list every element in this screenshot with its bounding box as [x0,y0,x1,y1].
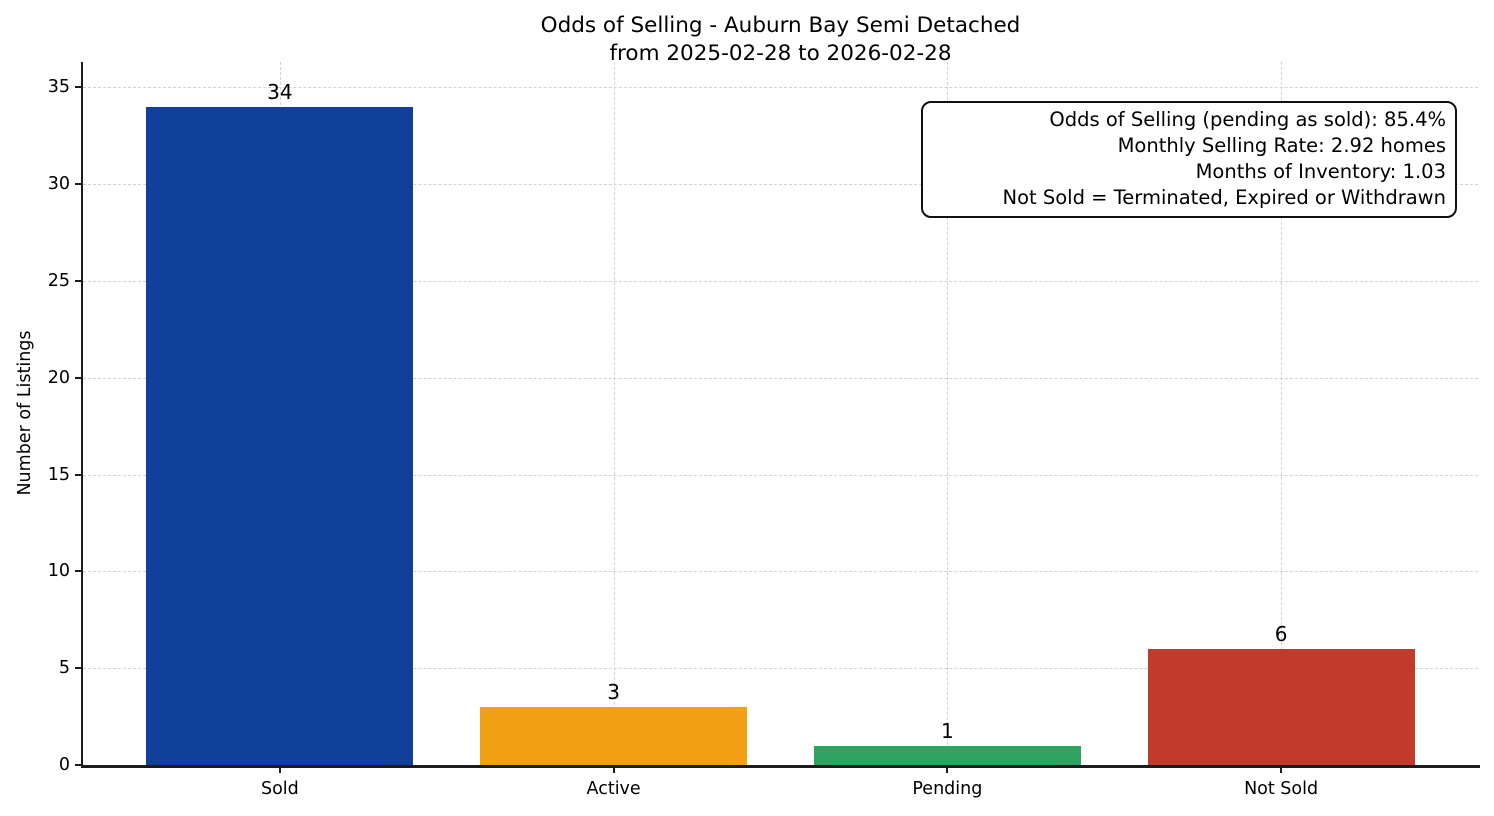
y-tick-label: 0 [58,755,70,775]
y-gridline [83,571,1478,573]
y-tick-label: 10 [47,561,70,582]
y-tick-label: 35 [47,77,70,98]
chart-title-line1: Odds of Selling - Auburn Bay Semi Detach… [540,13,1021,38]
bar-value-label: 34 [267,79,293,104]
y-tick-label: 25 [47,270,70,291]
y-gridline [83,474,1478,476]
bar-active [480,706,748,765]
x-tick-label: Pending [912,779,983,799]
y-gridline [83,280,1478,282]
y-tick-label: 15 [47,464,70,485]
y-tick-mark [75,570,83,573]
x-tick-mark [278,765,281,773]
chart-title-line2: from 2025-02-28 to 2026-02-28 [609,41,952,66]
x-tick-label: Sold [260,779,299,799]
bar-value-label: 3 [607,679,620,704]
y-tick-mark [75,764,83,766]
y-tick-label: 30 [47,174,70,194]
x-tick-mark [946,765,949,773]
y-tick-mark [75,183,83,185]
y-tick-mark [75,376,83,379]
x-gridline [613,62,615,765]
bar-value-label: 1 [940,718,954,743]
y-tick-label: 20 [47,367,70,388]
bar-pending [813,745,1081,765]
y-gridline [83,668,1478,670]
chart-title: Odds of Selling - Auburn Bay Semi Detach… [83,12,1478,68]
y-axis-spine [81,62,84,767]
x-tick-mark [612,765,615,773]
annotation-line: Not Sold = Terminated, Expired or Withdr… [1002,186,1446,209]
x-tick-mark [1280,765,1283,773]
y-tick-mark [75,279,83,282]
x-gridline [947,62,949,765]
bar-value-label: 6 [1274,621,1288,646]
y-tick-label: 5 [58,658,70,679]
x-tick-label: Not Sold [1244,779,1319,799]
y-gridline [83,87,1478,89]
annotation-line: Odds of Selling (pending as sold): 85.4% [1049,108,1446,131]
bar-not-sold [1147,648,1415,765]
x-gridline [1281,62,1283,765]
bar-sold [146,106,414,765]
y-gridline [83,377,1478,379]
y-gridline [83,184,1478,185]
annotation-line: Months of Inventory: 1.03 [1195,160,1446,183]
y-tick-mark [75,86,83,89]
stats-annotation-box: Odds of Selling (pending as sold): 85.4%… [921,101,1457,218]
y-tick-mark [75,473,83,476]
x-axis-spine [81,765,1480,768]
y-tick-mark [75,667,83,670]
x-tick-label: Active [586,779,641,799]
annotation-line: Monthly Selling Rate: 2.92 homes [1117,134,1446,157]
